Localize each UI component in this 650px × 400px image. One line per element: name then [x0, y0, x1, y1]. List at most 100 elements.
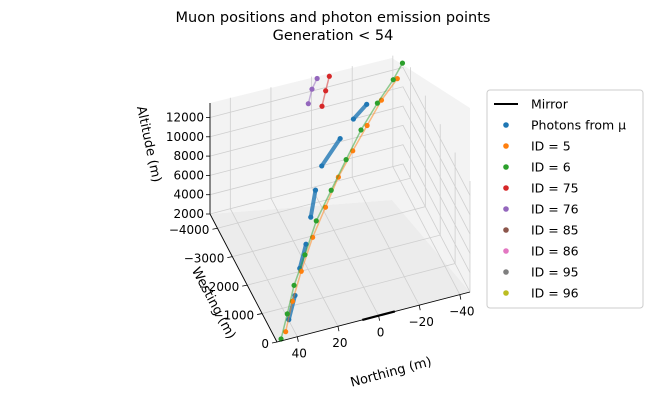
x-tick-label: −40 [449, 305, 474, 319]
y-tick-label: −4000 [169, 223, 210, 237]
y-tick-label: −3000 [184, 252, 225, 266]
data-point [314, 75, 320, 82]
data-point [305, 101, 311, 107]
gridline [209, 67, 471, 196]
x-axis-label: Northing (m) [349, 355, 433, 391]
legend-label: ID = 75 [531, 181, 579, 196]
y-tick-label: −1000 [214, 309, 255, 323]
y-axis-label: Westing (m) [188, 265, 238, 342]
data-point [284, 311, 290, 317]
x-tick [337, 326, 340, 332]
y-tick [212, 227, 218, 230]
data-point [323, 88, 329, 94]
z-tick-label: 10000 [166, 130, 204, 144]
legend-marker-dot [503, 185, 509, 191]
y-tick [227, 256, 233, 259]
gridline [209, 124, 471, 254]
z-tick-label: 4000 [173, 188, 204, 202]
data-point [283, 329, 289, 335]
chart-title: Muon positions and photon emission point… [176, 10, 491, 26]
y-tick [242, 284, 248, 287]
gridline [311, 76, 379, 316]
gridline [392, 55, 461, 295]
data-point [364, 122, 370, 129]
data-point [364, 101, 370, 107]
y-tick [271, 341, 278, 344]
z-tick-label: 6000 [173, 168, 204, 182]
data-point [343, 157, 349, 163]
gridline [229, 97, 298, 337]
photon-segment [308, 188, 318, 220]
legend-label: ID = 5 [531, 139, 571, 154]
gridline [232, 95, 426, 258]
legend-marker-dot [503, 248, 509, 254]
legend-marker-dot [503, 269, 509, 275]
legend-label: Photons from μ [531, 118, 626, 133]
data-point [326, 73, 332, 79]
chart-subtitle: Generation < 54 [273, 28, 394, 44]
data-point [312, 187, 319, 193]
data-point [399, 60, 406, 66]
legend-marker-dot [503, 143, 509, 149]
data-point [302, 252, 308, 258]
y-tick-label: −2000 [199, 280, 240, 294]
y-tick [257, 313, 263, 315]
data-layer [278, 60, 406, 342]
legend-marker-dot [503, 227, 509, 233]
gridline [351, 66, 420, 306]
legend-marker-dot [503, 206, 509, 212]
gridline [270, 87, 339, 327]
x-tick [378, 315, 380, 321]
photon-segment [319, 136, 343, 168]
axis-lines [209, 103, 471, 343]
x-tick [296, 336, 299, 342]
gridline [262, 152, 456, 314]
legend-label: ID = 95 [531, 265, 579, 280]
x-tick-label: −20 [409, 315, 434, 329]
z-tick-label: 8000 [173, 149, 204, 163]
legend-label: ID = 86 [531, 244, 579, 259]
gridline [209, 163, 471, 293]
x-tick-label: 0 [377, 326, 385, 340]
legend-label: ID = 6 [531, 160, 571, 175]
floor-pane [210, 200, 470, 342]
legend-label: Mirror [531, 97, 569, 112]
legend: Mirror Photons from μ ID = 5 ID = 6 ID = 75 I… [486, 89, 644, 309]
gridline [209, 86, 471, 215]
data-point [308, 214, 314, 220]
x-tick [418, 305, 421, 311]
gridline [209, 144, 471, 273]
data-point [390, 77, 396, 83]
legend-marker-dot [503, 122, 509, 128]
ticks: 2000 4000 6000 8000 10000 12000 0 −1000 −2000 −30… [166, 110, 475, 360]
data-point [319, 163, 325, 169]
legend-label: ID = 85 [531, 223, 579, 238]
data-point [309, 86, 315, 92]
x-tick-label: 40 [292, 347, 307, 361]
data-point [394, 76, 400, 82]
data-point [350, 116, 357, 122]
axes-panes [210, 58, 470, 342]
legend-label: ID = 76 [531, 202, 579, 217]
data-point [319, 103, 325, 109]
x-tick-label: 20 [332, 336, 347, 350]
legend-marker-dot [503, 164, 509, 170]
legend-label: ID = 96 [531, 286, 579, 301]
data-point [328, 187, 334, 193]
legend-marker-dot [503, 290, 509, 296]
gridline [209, 105, 471, 235]
gridline [247, 124, 441, 286]
data-point [337, 135, 343, 142]
photon-segment [351, 102, 369, 122]
gridline [217, 67, 411, 229]
data-point [374, 100, 380, 106]
x-tick [459, 294, 462, 300]
z-tick-label: 2000 [173, 207, 204, 221]
z-axis-label: Altitude (m) [133, 105, 164, 184]
data-point [358, 127, 364, 133]
y-tick-label: 0 [261, 337, 269, 351]
z-tick-label: 12000 [166, 110, 204, 124]
data-point [291, 282, 297, 288]
legend-frame [486, 89, 644, 309]
